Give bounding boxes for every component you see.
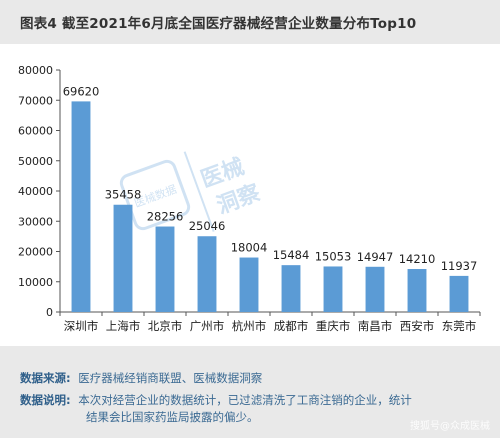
bar — [323, 266, 343, 312]
chart-title: 图表4 截至2021年6月底全国医疗器械经营企业数量分布Top10 — [20, 16, 417, 32]
bars — [71, 101, 469, 312]
x-tick-label: 南昌市 — [358, 319, 393, 333]
y-tick-label: 30000 — [18, 215, 53, 228]
x-tick-label: 成都市 — [274, 319, 309, 333]
data-label: 35458 — [105, 188, 142, 202]
data-label: 15484 — [273, 248, 310, 262]
bar-chart: 医械数据 医械 洞察 01000020000300004000050000600… — [18, 64, 481, 333]
note-text-1: 本次对经营企业的数据统计，已过滤清洗了工商注销的企业，统计 — [78, 393, 412, 407]
chart-area: 医械数据 医械 洞察 0 10000 20000 30000 40000 50000 600… — [0, 44, 500, 346]
bar — [155, 226, 175, 312]
bar — [365, 266, 385, 312]
data-label: 18004 — [231, 241, 268, 255]
bar — [239, 257, 259, 312]
x-tick-label: 重庆市 — [316, 319, 351, 333]
y-tick-label: 50000 — [18, 155, 53, 168]
bar — [281, 265, 301, 312]
y-tick-label: 40000 — [18, 185, 53, 198]
data-label: 11937 — [441, 259, 478, 273]
y-tick-label: 80000 — [18, 64, 53, 77]
x-tick-label: 西安市 — [400, 319, 435, 333]
bar — [197, 236, 217, 312]
note-row: 数据说明: 本次对经营企业的数据统计，已过滤清洗了工商注销的企业，统计 — [20, 392, 412, 409]
source-label: 数据来源: — [20, 371, 71, 385]
x-tick-label: 北京市 — [148, 319, 183, 333]
bar — [449, 275, 469, 312]
data-label: 14947 — [357, 250, 394, 264]
bar — [407, 269, 427, 312]
x-tick-label: 杭州市 — [232, 319, 267, 333]
source-text: 医疗器械经销商联盟、医械数据洞察 — [78, 371, 263, 385]
x-tick-label: 上海市 — [106, 319, 141, 333]
x-tick-label: 深圳市 — [64, 319, 99, 333]
account-watermark: 搜狐号@众成医械 — [410, 421, 490, 432]
note-row-2: 结果会比国家药监局披露的偏少。 — [86, 409, 259, 426]
note-text-2: 结果会比国家药监局披露的偏少。 — [86, 410, 259, 424]
bar — [71, 101, 91, 312]
y-tick-label: 20000 — [18, 246, 53, 259]
y-tick-label: 70000 — [18, 94, 53, 107]
bar — [113, 204, 133, 312]
y-tick-label: 60000 — [18, 125, 53, 138]
x-tick-label: 东莞市 — [442, 319, 477, 333]
title-bar: 图表4 截至2021年6月底全国医疗器械经营企业数量分布Top10 — [0, 0, 500, 44]
data-label: 14210 — [399, 252, 436, 266]
y-tick-label: 0 — [46, 306, 53, 319]
data-label: 25046 — [189, 219, 226, 233]
source-row: 数据来源: 医疗器械经销商联盟、医械数据洞察 — [20, 370, 262, 387]
labels: 69620 深圳市 35458 上海市 28256 北京市 25046 广州市 18004 杭州市… — [63, 84, 478, 333]
data-label: 69620 — [63, 84, 100, 98]
note-label: 数据说明: — [20, 393, 71, 407]
data-label: 15053 — [315, 249, 352, 263]
footer: 数据来源: 医疗器械经销商联盟、医械数据洞察 数据说明: 本次对经营企业的数据统… — [0, 346, 500, 438]
x-tick-label: 广州市 — [190, 319, 225, 333]
data-label: 28256 — [147, 210, 184, 224]
y-tick-label: 10000 — [18, 276, 53, 289]
